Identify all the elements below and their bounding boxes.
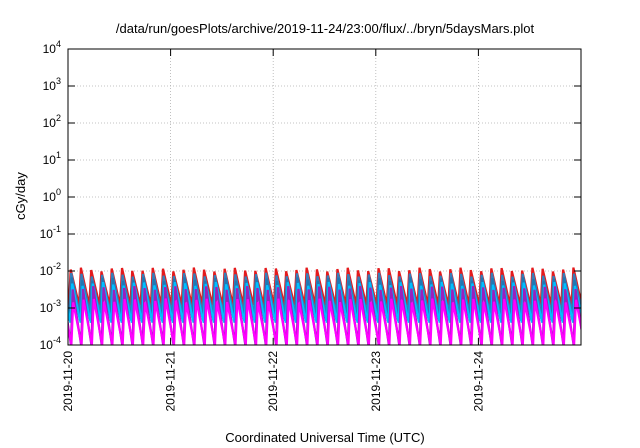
- x-tick-label: 2019-11-24: [471, 351, 485, 412]
- y-tick-label: 10-3: [40, 298, 61, 315]
- series-group: [68, 267, 581, 345]
- y-tick-label: 102: [43, 113, 61, 130]
- x-axis: 2019-11-20 2019-11-21 2019-11-22 2019-11-23…: [61, 49, 485, 412]
- chart-title: /data/run/goesPlots/archive/2019-11-24/2…: [116, 21, 535, 36]
- y-tick-label: 10-4: [40, 335, 61, 352]
- grid-lines: [68, 49, 581, 345]
- y-tick-label: 100: [43, 187, 61, 204]
- x-axis-label: Coordinated Universal Time (UTC): [225, 430, 424, 445]
- x-tick-label: 2019-11-20: [61, 351, 75, 412]
- y-axis-label: cGy/day: [13, 172, 28, 220]
- y-tick-label: 101: [43, 150, 61, 167]
- x-tick-label: 2019-11-21: [164, 351, 178, 412]
- x-tick-label: 2019-11-22: [266, 351, 280, 412]
- y-tick-label: 103: [43, 76, 61, 93]
- y-tick-label: 10-1: [40, 224, 61, 241]
- y-axis: 10-4 10-3 10-2 10-1 100 101 102 103 104: [40, 39, 581, 352]
- x-tick-label: 2019-11-23: [369, 351, 383, 412]
- y-tick-label: 104: [43, 39, 61, 56]
- y-tick-label: 10-2: [40, 261, 61, 278]
- series-line: [68, 298, 581, 345]
